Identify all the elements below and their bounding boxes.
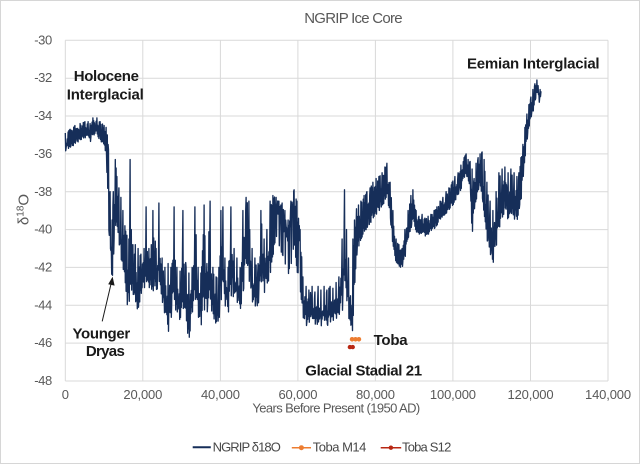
svg-text:Interglacial: Interglacial xyxy=(67,87,144,104)
svg-text:Toba: Toba xyxy=(374,332,409,349)
svg-text:120,000: 120,000 xyxy=(508,387,554,402)
svg-text:20,000: 20,000 xyxy=(123,387,162,402)
svg-text:80,000: 80,000 xyxy=(356,387,395,402)
svg-text:Holocene: Holocene xyxy=(74,68,139,85)
svg-text:Dryas: Dryas xyxy=(86,343,125,360)
svg-text:Glacial Stadial 21: Glacial Stadial 21 xyxy=(305,363,421,380)
svg-text:Years Before Present (1950 AD): Years Before Present (1950 AD) xyxy=(252,401,420,416)
svg-text:-46: -46 xyxy=(34,335,52,350)
svg-text:-48: -48 xyxy=(34,373,52,388)
svg-text:-34: -34 xyxy=(34,108,52,123)
svg-text:-40: -40 xyxy=(34,222,52,237)
svg-text:-38: -38 xyxy=(34,184,52,199)
svg-text:-32: -32 xyxy=(34,70,52,85)
svg-text:0: 0 xyxy=(62,387,69,402)
svg-text:-44: -44 xyxy=(34,297,52,312)
svg-text:60,000: 60,000 xyxy=(278,387,317,402)
svg-text:Eemian Interglacial: Eemian Interglacial xyxy=(467,56,599,73)
svg-text:δ18O: δ18O xyxy=(16,194,33,225)
svg-text:40,000: 40,000 xyxy=(201,387,240,402)
svg-text:NGRIP δ18O: NGRIP δ18O xyxy=(213,440,281,455)
svg-text:-42: -42 xyxy=(34,260,52,275)
svg-text:-30: -30 xyxy=(34,32,52,47)
svg-text:Toba S12: Toba S12 xyxy=(402,440,451,455)
svg-text:NGRIP Ice Core: NGRIP Ice Core xyxy=(304,10,402,27)
svg-text:-36: -36 xyxy=(34,146,52,161)
svg-text:Younger: Younger xyxy=(72,326,130,343)
svg-text:140,000: 140,000 xyxy=(585,387,631,402)
svg-text:Toba M14: Toba M14 xyxy=(313,440,366,455)
svg-text:100,000: 100,000 xyxy=(430,387,476,402)
